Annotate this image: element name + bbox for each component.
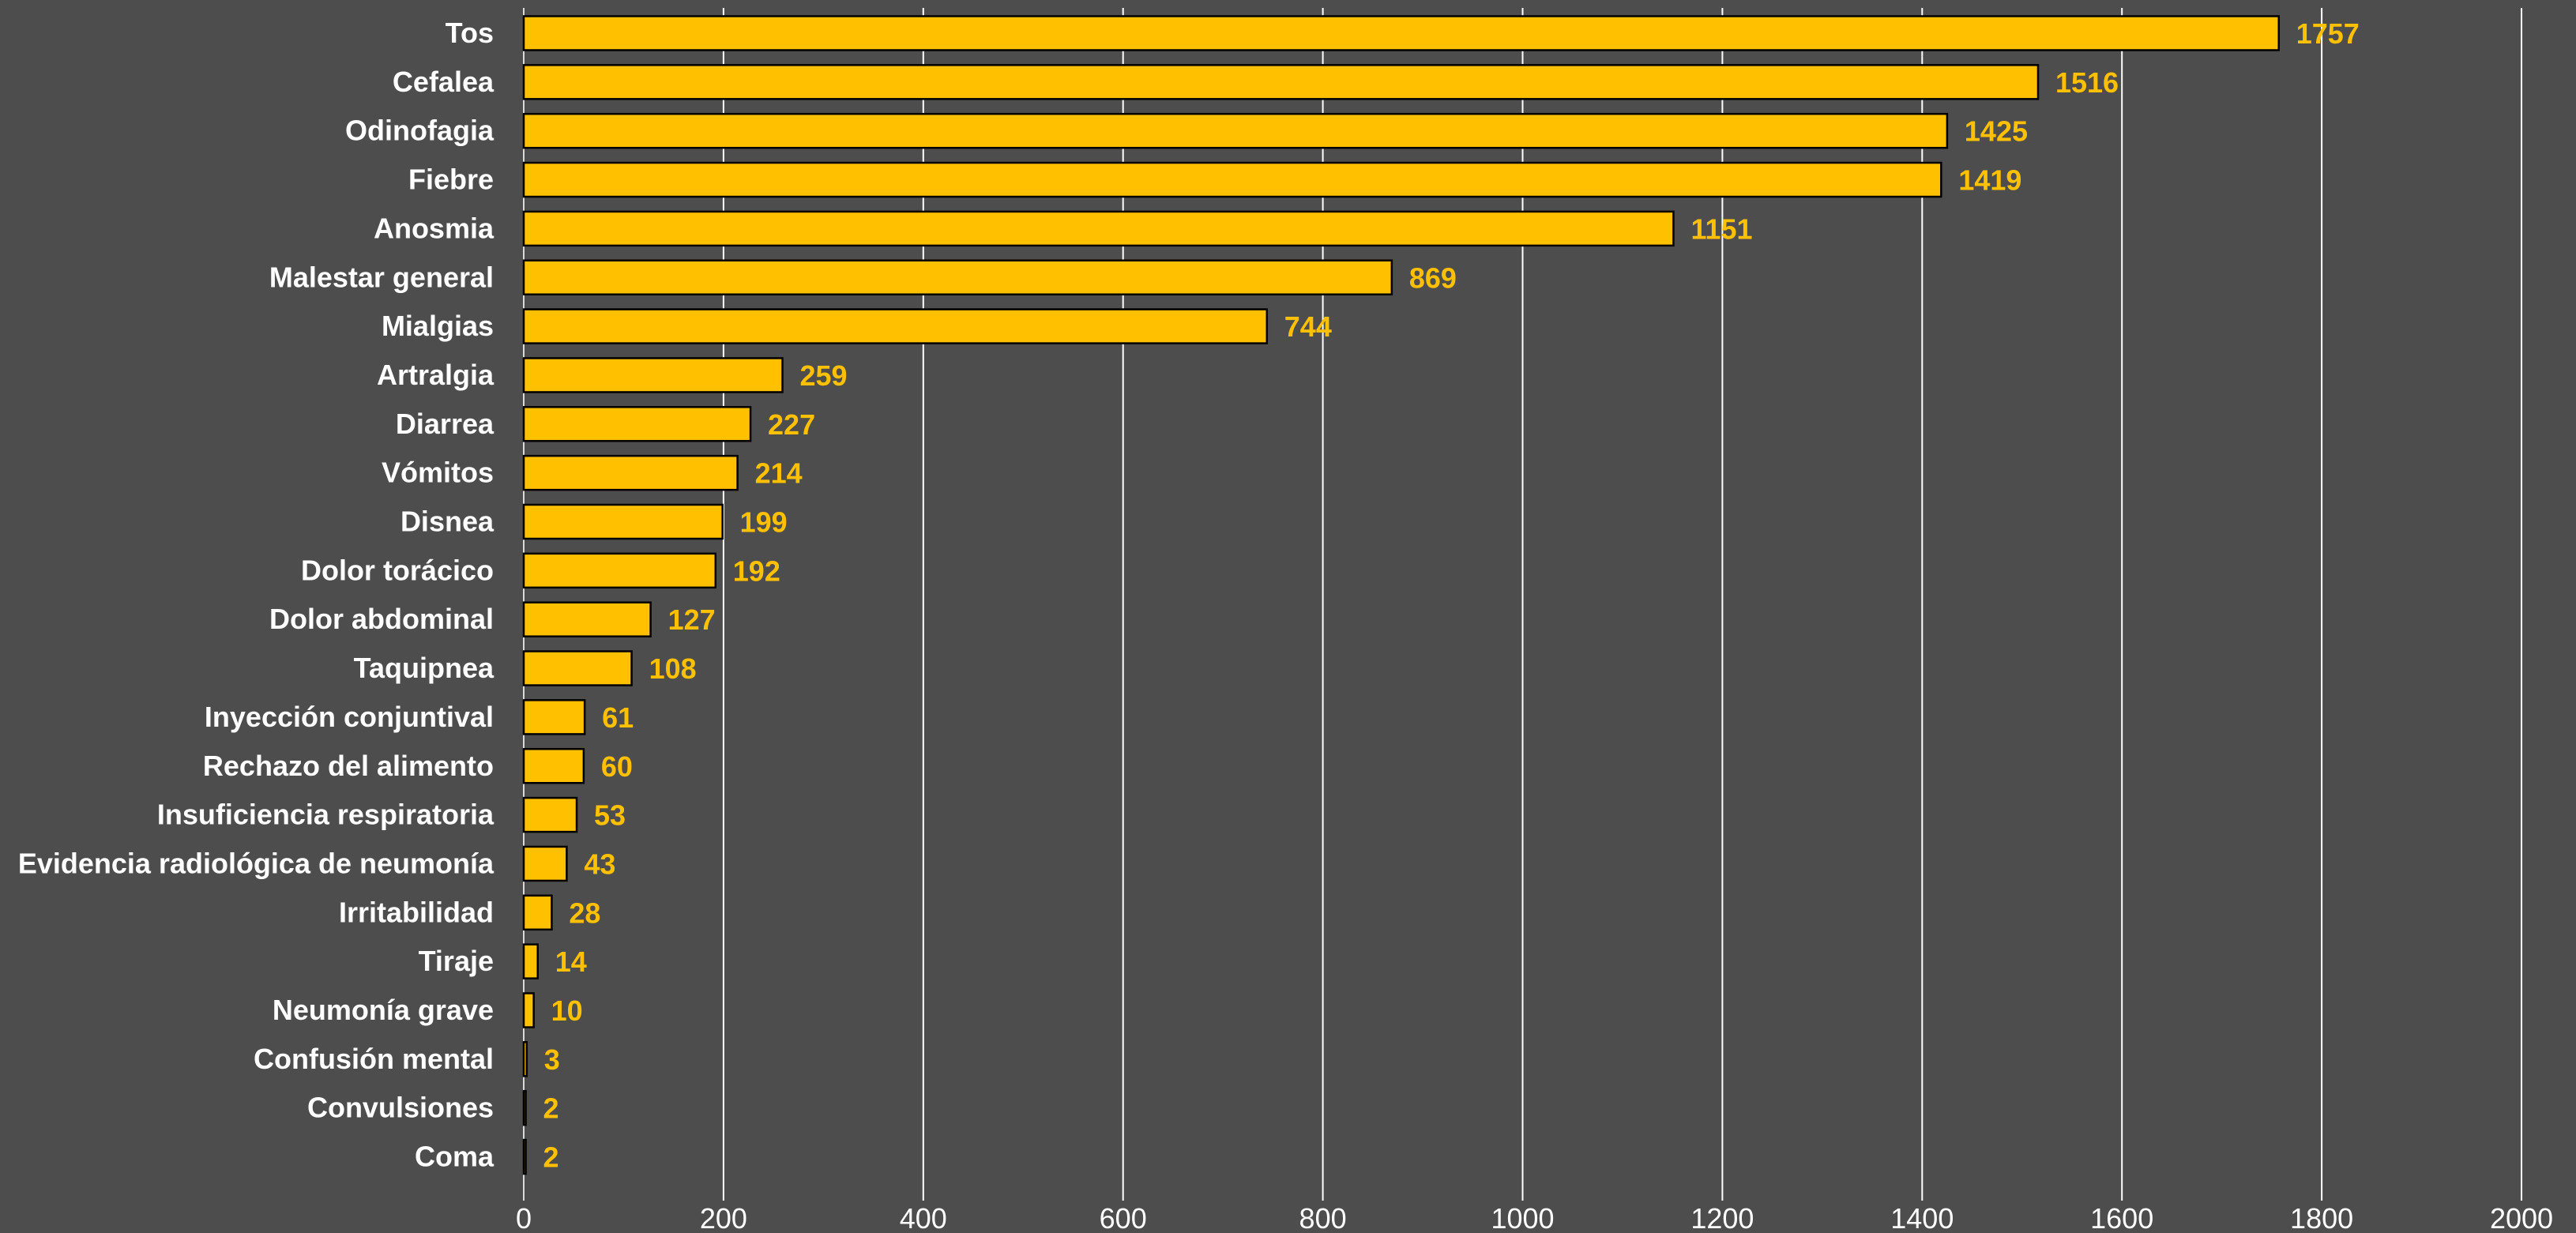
bar [522, 357, 784, 393]
data-label: 60 [601, 750, 633, 783]
bar [522, 308, 1269, 344]
x-tick-label: 0 [516, 1202, 532, 1233]
x-tick-label: 1400 [1890, 1202, 1954, 1233]
x-tick-label: 1600 [2090, 1202, 2153, 1233]
category-label: Odinofagia [345, 115, 495, 147]
bar [522, 894, 553, 931]
x-tick-label: 1200 [1690, 1202, 1754, 1233]
bar [522, 796, 578, 833]
data-label: 2 [543, 1141, 559, 1174]
bar [522, 699, 586, 735]
x-tick-label: 200 [700, 1202, 747, 1233]
bar [522, 454, 739, 491]
data-label: 2 [543, 1092, 559, 1125]
bar [522, 15, 2280, 51]
data-label: 61 [602, 701, 634, 734]
data-label: 227 [768, 408, 815, 441]
x-tick-label: 1000 [1491, 1202, 1554, 1233]
x-tick-label: 600 [1100, 1202, 1147, 1233]
value-labels: 1757151614251419115186974425922721419919… [543, 17, 2360, 1174]
bar [522, 943, 539, 979]
category-label: Evidencia radiológica de neumonía [18, 847, 495, 879]
data-label: 1757 [2296, 17, 2360, 50]
data-label: 1151 [1690, 212, 1752, 245]
data-label: 259 [800, 359, 848, 392]
data-label: 1516 [2055, 66, 2119, 99]
category-label: Irritabilidad [339, 896, 494, 928]
data-label: 53 [594, 799, 626, 832]
data-label: 199 [740, 506, 788, 539]
category-label: Dolor abdominal [269, 603, 494, 635]
data-label: 14 [555, 945, 587, 978]
data-label: 1419 [1958, 164, 2021, 197]
bars [522, 15, 2280, 1175]
bar [522, 748, 585, 784]
data-label: 127 [668, 603, 716, 636]
category-label: Dolor torácico [301, 554, 494, 586]
x-tick-label: 400 [900, 1202, 947, 1233]
category-label: Confusión mental [254, 1043, 494, 1075]
data-label: 108 [649, 652, 697, 685]
category-label: Insuficiencia respiratoria [157, 799, 495, 831]
category-label: Convulsiones [307, 1092, 494, 1124]
x-tick-label: 2000 [2490, 1202, 2553, 1233]
category-label: Rechazo del alimento [203, 750, 494, 782]
bar [522, 845, 568, 882]
category-label: Coma [415, 1141, 495, 1173]
category-label: Cefalea [393, 66, 495, 98]
data-label: 3 [544, 1043, 560, 1076]
category-label: Disnea [401, 506, 495, 538]
category-label: Vómitos [382, 457, 494, 489]
data-label: 28 [569, 897, 600, 929]
bar [522, 259, 1393, 295]
data-label: 1425 [1965, 115, 2028, 148]
category-label: Inyección conjuntival [205, 701, 494, 733]
data-label: 43 [584, 848, 615, 880]
bar [522, 552, 717, 589]
bar [522, 503, 724, 540]
bar [522, 992, 535, 1028]
category-label: Tiraje [419, 945, 494, 977]
data-label: 744 [1284, 310, 1332, 343]
bar [522, 1138, 527, 1175]
data-label: 10 [551, 994, 583, 1027]
x-axis-tick-labels: 0 200 400 600 800 1000 1200 1400 1600 1800 2000 [516, 1202, 2553, 1233]
category-label: Artralgia [377, 359, 495, 391]
category-label: Diarrea [396, 408, 495, 440]
category-label: Tos [446, 17, 494, 49]
category-labels: Tos Cefalea Odinofagia Fiebre Anosmia Malesta… [18, 17, 495, 1173]
bar [522, 64, 2040, 100]
data-label: 869 [1409, 261, 1457, 294]
category-label: Neumonía grave [273, 994, 494, 1026]
data-label: 192 [733, 554, 780, 587]
x-tick-label: 1800 [2290, 1202, 2353, 1233]
category-label: Fiebre [408, 164, 494, 196]
gridlines [523, 8, 2522, 1201]
data-label: 214 [755, 457, 803, 490]
bar [522, 1089, 527, 1126]
category-label: Mialgias [382, 310, 494, 342]
category-label: Anosmia [374, 212, 495, 244]
bar [522, 112, 1949, 149]
x-tick-label: 800 [1299, 1202, 1347, 1233]
bar [522, 161, 1942, 198]
bar [522, 1041, 528, 1077]
category-label: Taquipnea [354, 652, 495, 684]
bar [522, 406, 752, 442]
bar [522, 210, 1675, 247]
bar [522, 650, 633, 686]
bar [522, 601, 652, 637]
category-label: Malestar general [269, 261, 494, 293]
